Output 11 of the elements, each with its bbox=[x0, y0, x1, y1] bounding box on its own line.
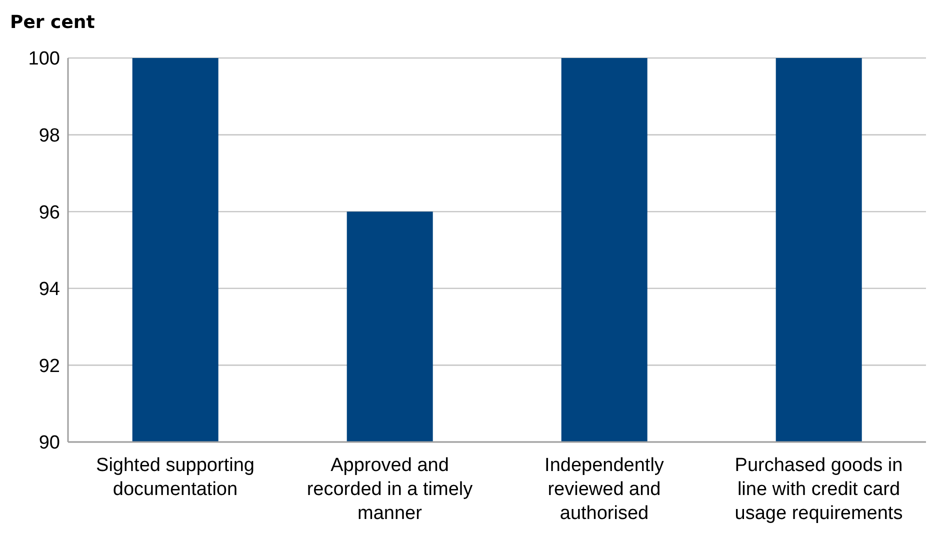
x-tick-label: Approved and recorded in a timely manner bbox=[306, 455, 474, 524]
y-tick-label: 100 bbox=[28, 48, 60, 70]
y-tick-label: 92 bbox=[38, 356, 60, 377]
x-tick-label: Sighted supporting documentation bbox=[96, 455, 254, 500]
y-tick-label: 90 bbox=[38, 432, 60, 454]
y-tick-label: 94 bbox=[38, 279, 60, 300]
x-tick-label: Independently reviewed and authorised bbox=[544, 455, 664, 524]
y-axis-title: Per cent bbox=[10, 12, 95, 33]
y-tick-label: 96 bbox=[38, 202, 60, 224]
y-tick-label: 98 bbox=[38, 126, 60, 147]
x-tick-label: Purchased goods in line with credit card usage requirements bbox=[734, 455, 903, 524]
